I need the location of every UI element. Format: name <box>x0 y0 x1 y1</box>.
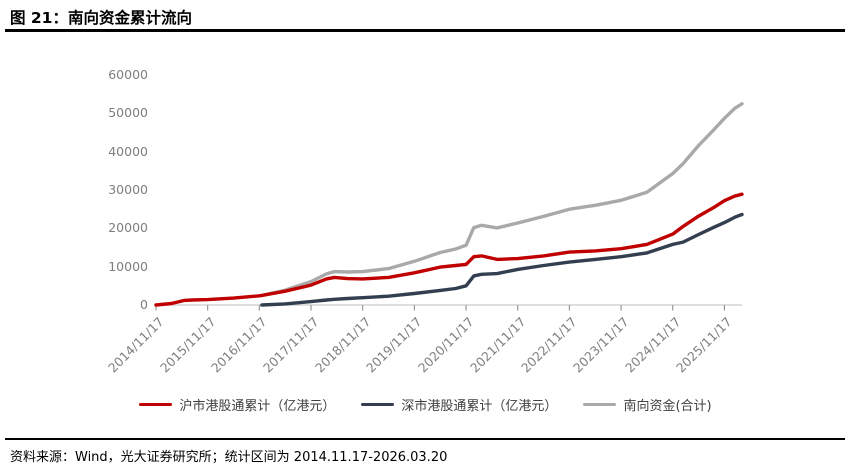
y-tick-label: 0 <box>140 297 148 312</box>
series-line-gray <box>260 102 744 298</box>
legend-label-shanghai-connect: 沪市港股通累计（亿港元） <box>179 399 336 414</box>
navy-line-swatch-icon <box>361 402 395 407</box>
y-tick-label: 50000 <box>108 105 148 121</box>
y-tick-label: 30000 <box>108 182 148 197</box>
source-note: 资料来源：Wind，光大证券研究所；统计区间为 2014.11.17-2026.… <box>10 450 448 465</box>
series-line-red <box>154 192 744 307</box>
red-line-swatch-icon <box>139 402 173 407</box>
gray-line-swatch-icon <box>583 402 617 407</box>
chart-area: 0 10000 20000 30000 40000 50000 60000 2014/11/… <box>0 67 851 414</box>
figure-title: 图 21：南向资金累计流向 <box>10 9 192 27</box>
y-tick-label: 10000 <box>108 258 148 274</box>
series-line-navy <box>260 212 744 307</box>
legend-item-shanghai-connect: 沪市港股通累计（亿港元） <box>139 395 335 414</box>
y-tick-label: 60000 <box>108 67 148 82</box>
y-tick-label: 40000 <box>108 143 148 159</box>
line-chart-canvas <box>154 102 744 311</box>
footer-divider <box>5 438 845 440</box>
chart-legend: 沪市港股通累计（亿港元） 深市港股通累计（亿港元） 南向资金(合计) <box>0 395 851 414</box>
legend-item-southbound-total: 南向资金(合计) <box>583 395 712 414</box>
legend-item-shenzhen-connect: 深市港股通累计（亿港元） <box>361 395 557 414</box>
legend-label-shenzhen-connect: 深市港股通累计（亿港元） <box>401 399 558 414</box>
legend-label-southbound-total: 南向资金(合计) <box>623 399 712 414</box>
title-divider <box>5 29 845 32</box>
y-tick-label: 20000 <box>108 220 148 236</box>
